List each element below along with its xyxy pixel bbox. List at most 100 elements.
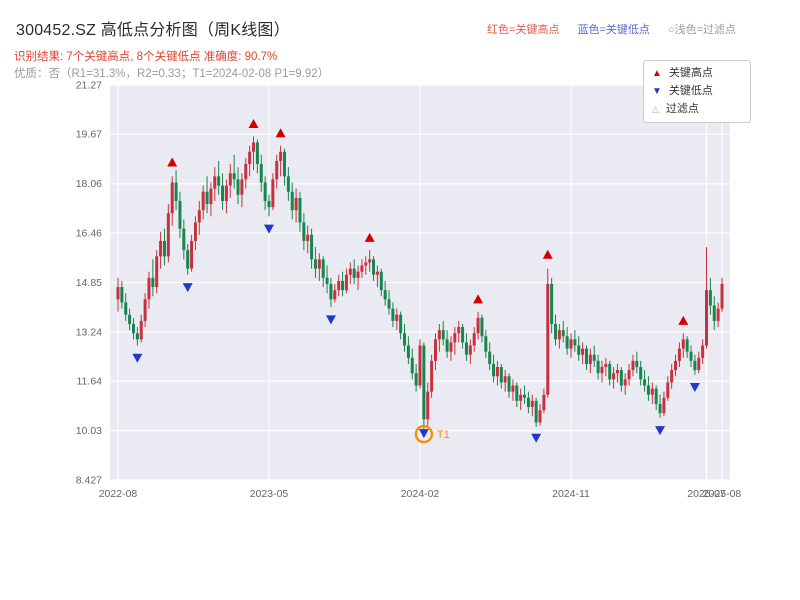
- candle-body: [604, 363, 608, 368]
- candle-body: [321, 259, 325, 278]
- candle-body: [720, 283, 724, 309]
- candle-body: [333, 290, 337, 300]
- candle-body: [542, 394, 546, 411]
- candle-body: [259, 164, 263, 183]
- candle-body: [515, 385, 519, 401]
- key-low-marker: [325, 315, 336, 325]
- candle-body: [162, 240, 166, 257]
- candle-body: [596, 360, 600, 374]
- candle-body: [685, 339, 689, 352]
- key-high-marker: [678, 315, 689, 325]
- hint-filtered: ○浅色=过滤点: [667, 24, 736, 36]
- triangle-down-icon: ▼: [652, 85, 662, 97]
- candle-body: [348, 268, 352, 275]
- candle-body: [503, 376, 507, 383]
- candle-body: [182, 228, 186, 251]
- y-tick-label: 8.427: [76, 475, 102, 487]
- legend-label: 关键高点: [668, 67, 713, 79]
- candle-body: [573, 339, 577, 346]
- candle-body: [635, 360, 639, 368]
- candle-body: [190, 240, 194, 269]
- legend-item-key-low: ▼ 关键低点: [652, 86, 742, 97]
- candle-body: [116, 287, 120, 300]
- candle-body: [306, 234, 310, 241]
- candle-body: [406, 345, 410, 358]
- candle-body: [317, 259, 321, 269]
- candle-body: [600, 367, 604, 374]
- candle-body: [341, 280, 345, 291]
- candle-body: [445, 339, 449, 352]
- candle-body: [492, 363, 496, 377]
- candle-body: [151, 277, 155, 288]
- candle-body: [422, 345, 426, 420]
- candle-body: [193, 222, 197, 241]
- y-tick-label: 16.46: [76, 227, 102, 239]
- candle-body: [631, 360, 635, 371]
- candle-body: [453, 333, 457, 343]
- candle-body: [368, 259, 372, 263]
- candle-body: [650, 388, 654, 395]
- candle-body: [310, 234, 314, 260]
- candle-body: [197, 210, 201, 223]
- key-high-marker: [473, 294, 484, 304]
- candle-body: [344, 274, 348, 291]
- triangle-hollow-icon: △: [652, 104, 659, 114]
- key-low-marker: [655, 426, 666, 436]
- candle-body: [217, 176, 221, 186]
- candle-body: [403, 333, 407, 346]
- candle-body: [255, 142, 259, 165]
- candle-body: [530, 400, 534, 408]
- quality-summary-text: 优质：否（R1=31.3%，R2=0.33；T1=2024-02-08 P1=9…: [14, 68, 330, 80]
- x-tick-label: 2023-05: [250, 488, 289, 500]
- candle-body: [457, 327, 461, 334]
- y-tick-label: 13.24: [76, 326, 102, 338]
- candle-body: [356, 271, 360, 278]
- candle-body: [360, 265, 364, 272]
- candle-body: [670, 370, 674, 383]
- candle-body: [124, 302, 128, 315]
- key-low-marker: [132, 353, 143, 363]
- candle-body: [658, 403, 662, 414]
- candle-body: [135, 333, 139, 340]
- candle-body: [708, 290, 712, 306]
- y-tick-label: 18.06: [76, 178, 102, 190]
- candle-body: [612, 373, 616, 380]
- key-high-marker: [542, 249, 553, 259]
- candle-body: [433, 339, 437, 361]
- candle-body: [224, 185, 228, 201]
- key-low-marker: [531, 433, 542, 443]
- candle-body: [681, 339, 685, 349]
- key-low-marker: [689, 383, 700, 393]
- candle-body: [523, 394, 527, 398]
- candle-body: [534, 400, 538, 423]
- key-high-marker: [364, 232, 375, 242]
- candle-body: [209, 188, 213, 205]
- candle-body: [464, 342, 468, 355]
- x-tick-label: 2025-08: [703, 488, 742, 500]
- candle-body: [654, 388, 658, 404]
- candle-body: [639, 367, 643, 380]
- candle-body: [480, 317, 484, 337]
- candle-body: [282, 151, 286, 177]
- candle-body: [689, 351, 693, 361]
- candle-body: [313, 259, 317, 269]
- candle-body: [248, 151, 252, 165]
- candle-body: [364, 262, 368, 266]
- candle-body: [468, 345, 472, 355]
- candle-body: [705, 290, 709, 346]
- candle-body: [437, 330, 441, 340]
- candle-body: [577, 345, 581, 355]
- candle-body: [619, 370, 623, 386]
- candle-body: [232, 173, 236, 180]
- x-tick-label: 2022-08: [99, 488, 138, 500]
- candle-body: [449, 342, 453, 352]
- candle-body: [697, 357, 701, 371]
- candle-body: [166, 213, 170, 257]
- candle-body: [495, 367, 499, 377]
- candle-body: [352, 268, 356, 278]
- y-tick-label: 10.03: [76, 425, 102, 437]
- candle-body: [275, 160, 279, 180]
- candle-body: [267, 200, 271, 208]
- legend-item-key-high: ▲ 关键高点: [652, 68, 742, 79]
